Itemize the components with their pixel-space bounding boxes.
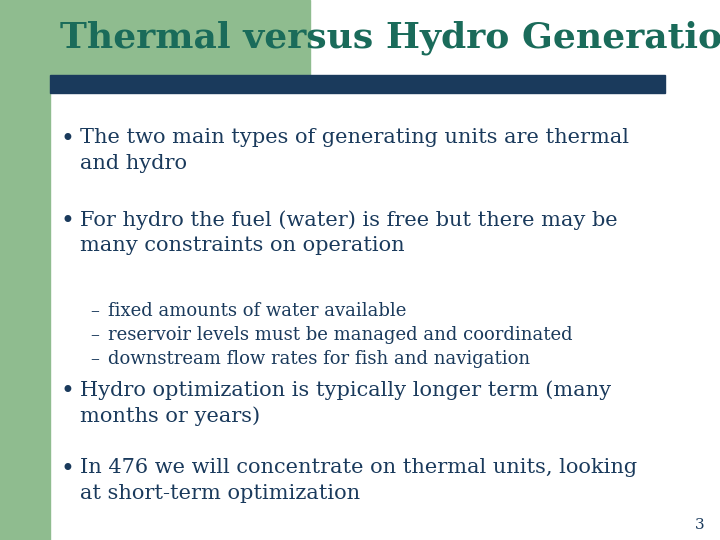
Text: –: – bbox=[90, 326, 99, 344]
Bar bbox=[0, 0, 310, 75]
Text: •: • bbox=[60, 380, 74, 403]
Text: In 476 we will concentrate on thermal units, looking
at short-term optimization: In 476 we will concentrate on thermal un… bbox=[80, 458, 637, 503]
Bar bbox=[50, 75, 665, 93]
Text: •: • bbox=[60, 210, 74, 233]
Text: downstream flow rates for fish and navigation: downstream flow rates for fish and navig… bbox=[108, 350, 530, 368]
Text: The two main types of generating units are thermal
and hydro: The two main types of generating units a… bbox=[80, 128, 629, 173]
Text: –: – bbox=[90, 302, 99, 320]
Text: fixed amounts of water available: fixed amounts of water available bbox=[108, 302, 406, 320]
Bar bbox=[0, 0, 50, 540]
Text: –: – bbox=[90, 350, 99, 368]
Text: 3: 3 bbox=[696, 518, 705, 532]
Text: Thermal versus Hydro Generation: Thermal versus Hydro Generation bbox=[60, 20, 720, 55]
Text: •: • bbox=[60, 458, 74, 481]
Text: Hydro optimization is typically longer term (many
months or years): Hydro optimization is typically longer t… bbox=[80, 380, 611, 427]
Text: For hydro the fuel (water) is free but there may be
many constraints on operatio: For hydro the fuel (water) is free but t… bbox=[80, 210, 618, 255]
Text: •: • bbox=[60, 128, 74, 151]
Text: reservoir levels must be managed and coordinated: reservoir levels must be managed and coo… bbox=[108, 326, 572, 344]
